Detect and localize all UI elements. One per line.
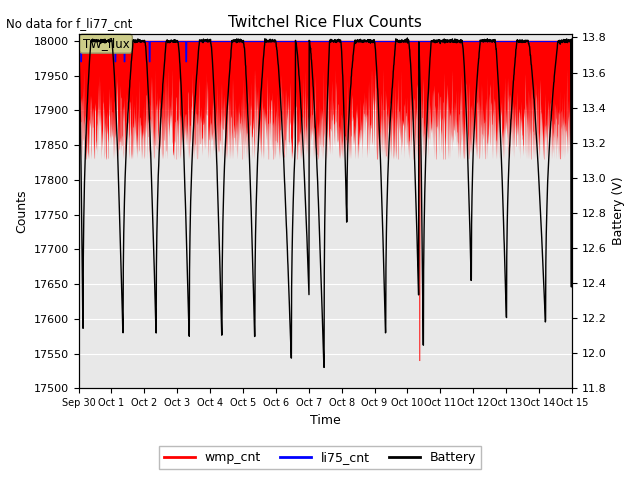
Y-axis label: Battery (V): Battery (V) <box>612 177 625 245</box>
X-axis label: Time: Time <box>310 414 340 427</box>
Y-axis label: Counts: Counts <box>15 190 28 233</box>
Legend: wmp_cnt, li75_cnt, Battery: wmp_cnt, li75_cnt, Battery <box>159 446 481 469</box>
Text: TW_flux: TW_flux <box>83 37 129 50</box>
Text: No data for f_li77_cnt: No data for f_li77_cnt <box>6 17 132 30</box>
Title: Twitchel Rice Flux Counts: Twitchel Rice Flux Counts <box>228 15 422 30</box>
